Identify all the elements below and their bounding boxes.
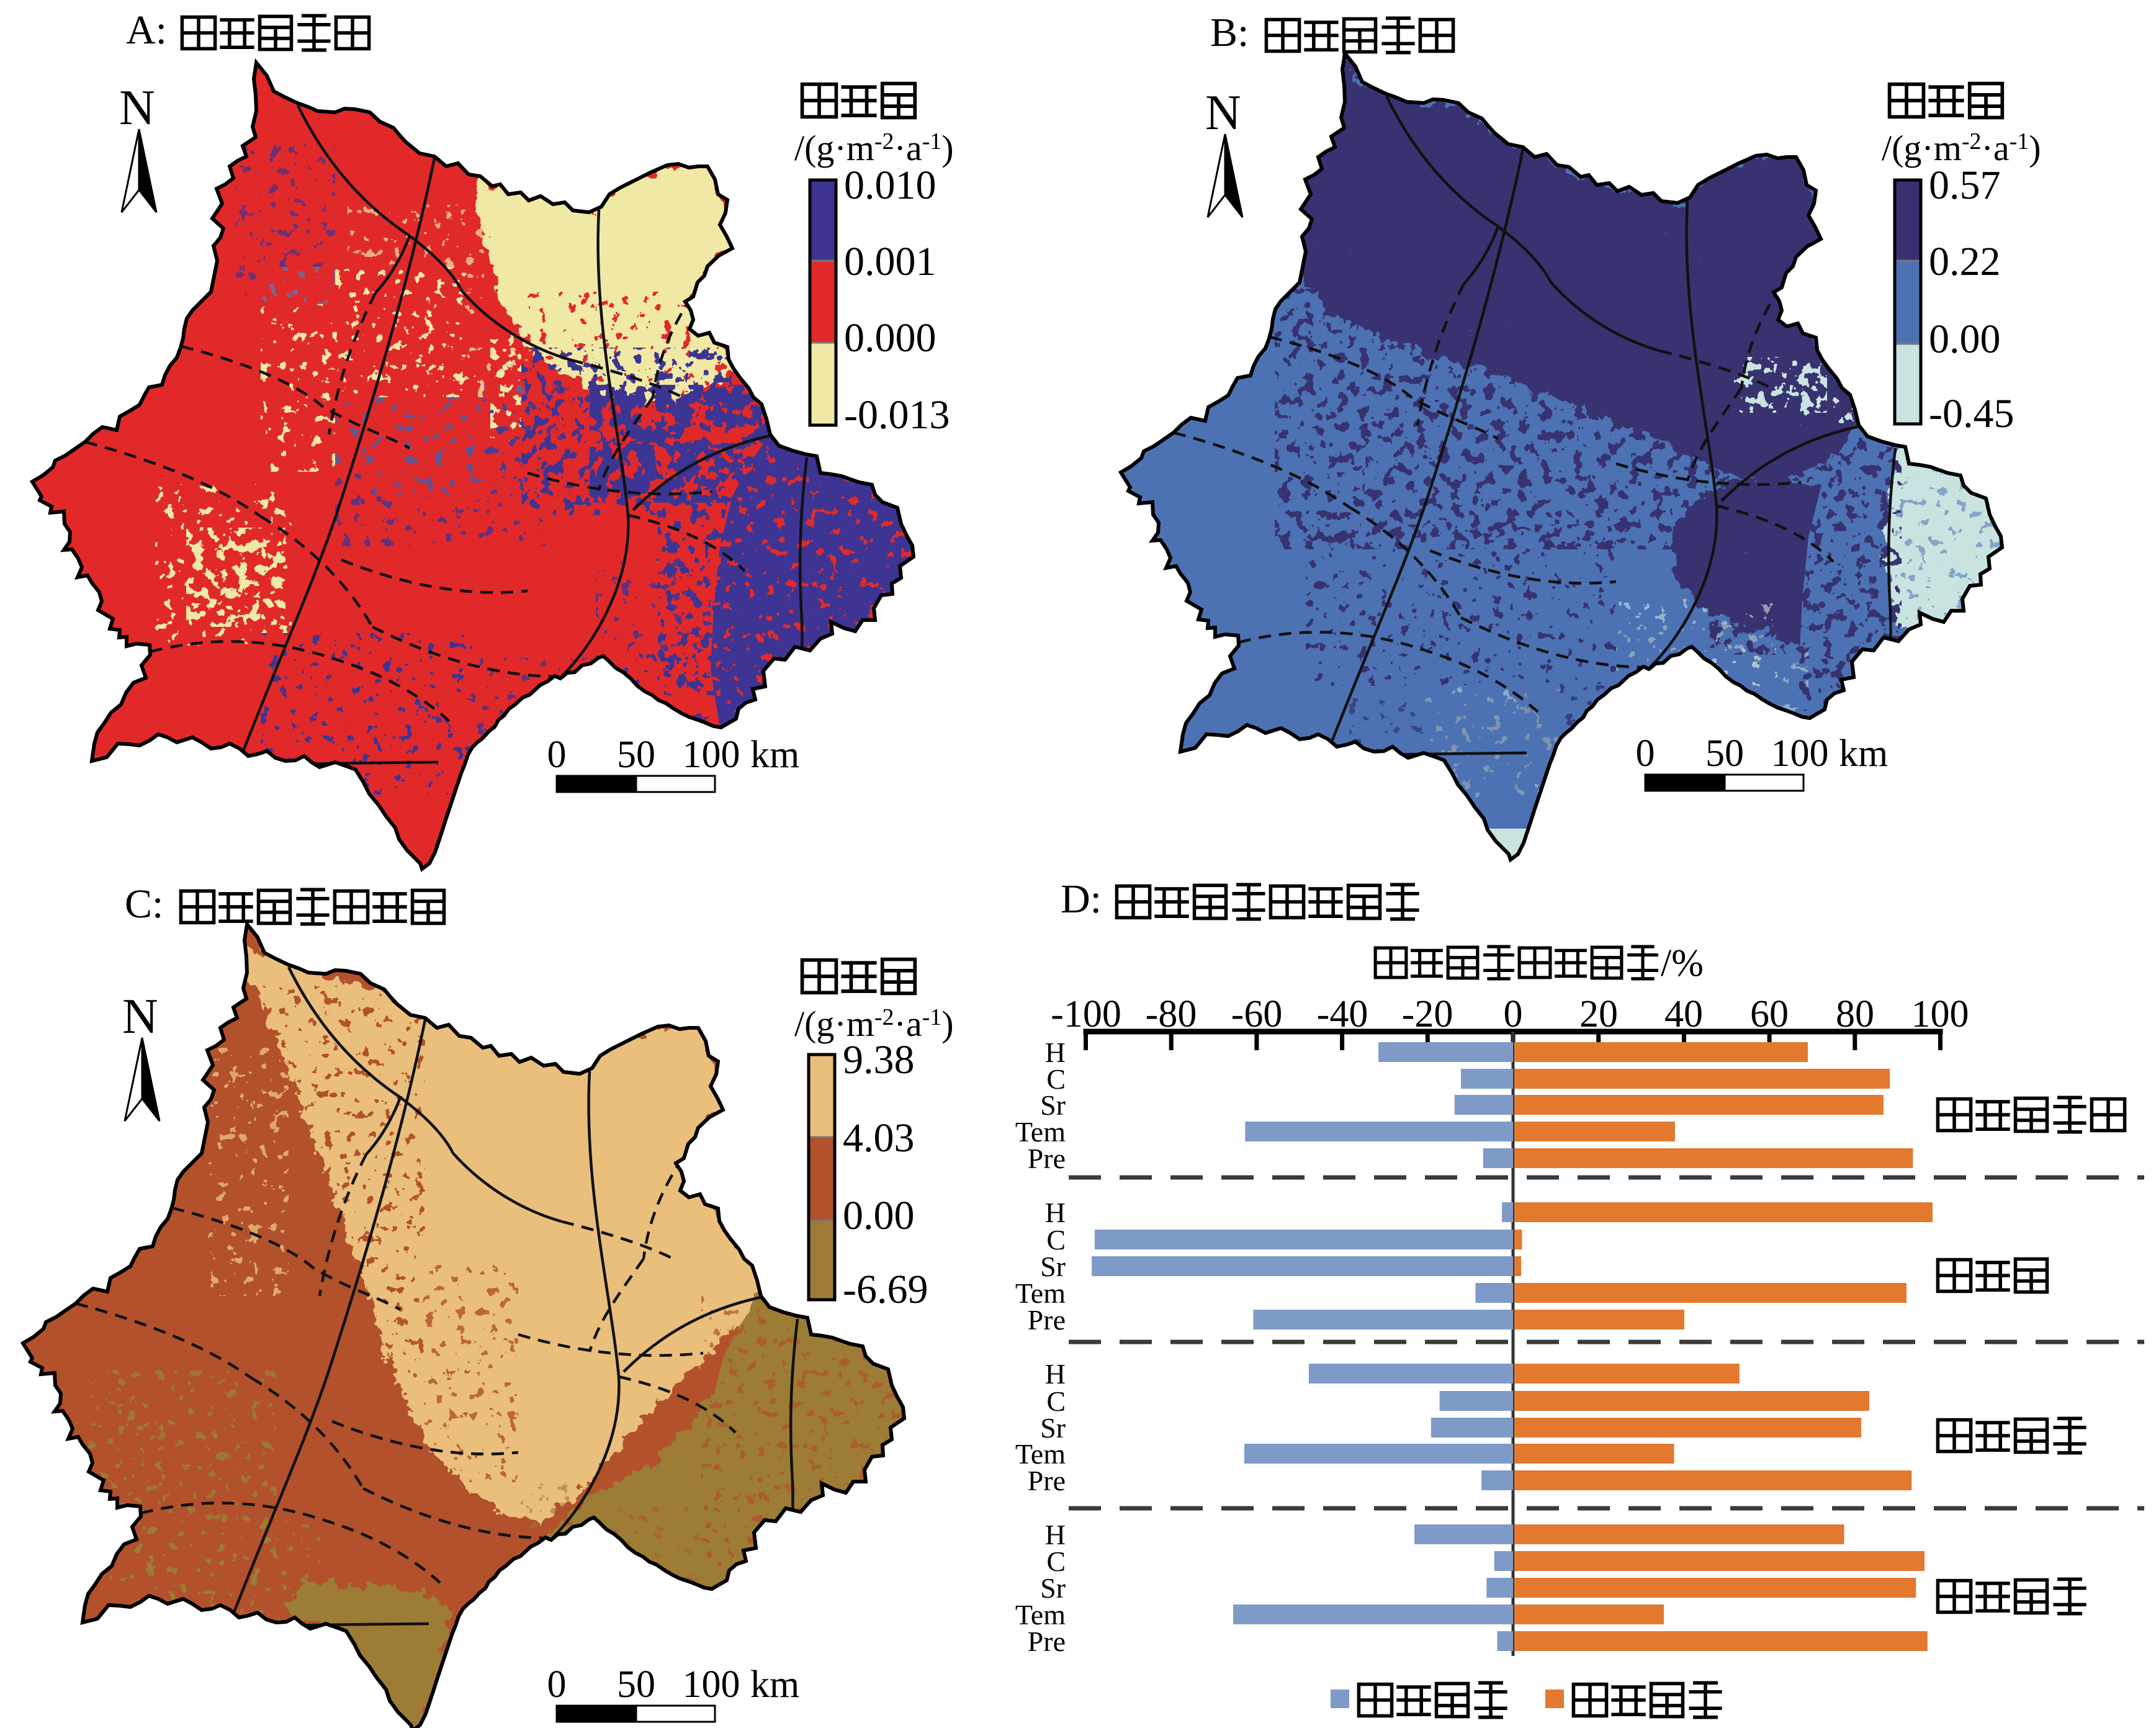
svg-text:0.000: 0.000: [844, 315, 937, 361]
svg-text:Sr: Sr: [1040, 1251, 1066, 1282]
svg-text:km: km: [750, 734, 799, 776]
svg-text:50: 50: [617, 734, 655, 776]
svg-text:0.001: 0.001: [844, 239, 937, 284]
svg-text:0: 0: [1504, 993, 1523, 1035]
svg-text:Pre: Pre: [1028, 1626, 1066, 1657]
svg-text:C: C: [1046, 1063, 1066, 1095]
svg-text:D:: D:: [1061, 876, 1102, 922]
svg-text:-20: -20: [1402, 993, 1453, 1035]
svg-text:40: 40: [1664, 993, 1703, 1035]
svg-text:0.010: 0.010: [844, 163, 937, 208]
svg-text:Tem: Tem: [1015, 1599, 1066, 1631]
svg-text:-80: -80: [1146, 993, 1197, 1035]
svg-text:50: 50: [617, 1663, 655, 1706]
svg-text:20: 20: [1579, 993, 1618, 1035]
svg-text:-0.45: -0.45: [1929, 391, 2014, 436]
svg-text:B:: B:: [1210, 10, 1249, 55]
svg-text:100: 100: [683, 1663, 740, 1706]
svg-text:km: km: [750, 1663, 799, 1706]
svg-text:N: N: [1205, 86, 1241, 140]
svg-text:4.03: 4.03: [843, 1115, 915, 1161]
svg-text:0.00: 0.00: [1929, 317, 2001, 362]
svg-text:C: C: [1046, 1385, 1066, 1417]
svg-text:-100: -100: [1051, 993, 1121, 1035]
svg-text:0.57: 0.57: [1929, 163, 2001, 208]
svg-text:0: 0: [547, 734, 567, 776]
svg-text:-40: -40: [1317, 993, 1368, 1035]
svg-text:-60: -60: [1231, 993, 1283, 1035]
svg-text:H: H: [1045, 1197, 1066, 1228]
svg-text:A:: A:: [126, 7, 167, 53]
svg-text:80: 80: [1836, 993, 1874, 1035]
svg-text:H: H: [1045, 1358, 1066, 1390]
svg-text:100: 100: [683, 734, 740, 776]
svg-text:/%: /%: [1661, 942, 1704, 984]
svg-text:0.00: 0.00: [843, 1193, 915, 1238]
svg-text:100: 100: [1771, 732, 1829, 775]
svg-text:Pre: Pre: [1028, 1143, 1066, 1174]
svg-text:-0.013: -0.013: [844, 392, 950, 438]
svg-text:Sr: Sr: [1040, 1572, 1066, 1604]
svg-text:100: 100: [1911, 993, 1969, 1035]
svg-text:Sr: Sr: [1040, 1089, 1066, 1121]
svg-text:0.22: 0.22: [1929, 239, 2001, 284]
svg-text:H: H: [1045, 1519, 1066, 1550]
svg-text:Tem: Tem: [1015, 1438, 1066, 1470]
svg-text:50: 50: [1705, 732, 1744, 775]
svg-text:C: C: [1046, 1546, 1066, 1577]
svg-text:Tem: Tem: [1015, 1116, 1066, 1148]
svg-text:km: km: [1839, 732, 1888, 775]
svg-text:C:: C:: [125, 881, 163, 927]
svg-text:N: N: [122, 989, 158, 1044]
svg-text:-6.69: -6.69: [843, 1267, 928, 1312]
svg-text:C: C: [1046, 1224, 1066, 1256]
svg-text:H: H: [1045, 1037, 1066, 1068]
svg-text:9.38: 9.38: [843, 1037, 915, 1082]
svg-text:0: 0: [1636, 732, 1655, 775]
svg-text:0: 0: [547, 1663, 567, 1706]
svg-text:Tem: Tem: [1015, 1277, 1066, 1309]
svg-text:Pre: Pre: [1028, 1465, 1066, 1496]
svg-text:60: 60: [1750, 993, 1789, 1035]
svg-text:Sr: Sr: [1040, 1412, 1066, 1444]
svg-text:N: N: [119, 81, 155, 135]
svg-text:Pre: Pre: [1028, 1304, 1066, 1336]
